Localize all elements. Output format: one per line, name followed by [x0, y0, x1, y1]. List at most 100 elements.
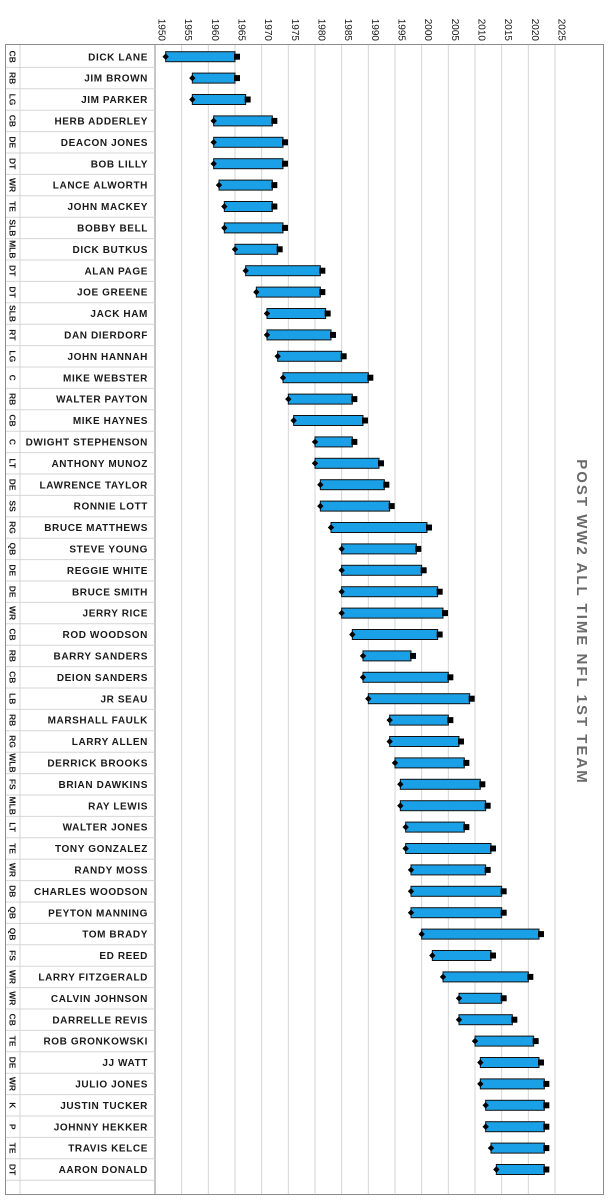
grid-layer: [154, 45, 556, 1194]
player-name-label: JUSTIN TUCKER: [60, 1101, 148, 1112]
player-name-label: LARRY FITZGERALD: [38, 973, 148, 984]
career-end-marker: [420, 567, 427, 574]
career-start-marker: [477, 1059, 484, 1066]
position-label: LT: [8, 458, 18, 469]
career-bar: [399, 778, 481, 790]
career-end-marker: [538, 931, 544, 938]
career-bar: [479, 1078, 545, 1090]
career-start-marker: [290, 417, 297, 424]
career-bar: [234, 243, 279, 255]
position-label: DE: [8, 479, 18, 491]
career-end-marker: [271, 117, 278, 124]
career-end-marker: [458, 738, 464, 745]
career-bar: [490, 1142, 545, 1154]
career-bar: [277, 350, 343, 362]
career-end-marker: [490, 952, 496, 959]
career-start-marker: [311, 460, 319, 467]
career-end-marker: [543, 1080, 550, 1087]
career-bar: [351, 629, 439, 640]
position-label: QB: [8, 928, 18, 941]
career-start-marker: [402, 845, 409, 852]
career-bar: [485, 1121, 545, 1133]
x-tick-label: 2025: [556, 19, 567, 42]
player-name-label: AARON DONALD: [59, 1165, 148, 1176]
career-start-marker: [386, 716, 393, 724]
career-bar: [485, 1099, 545, 1111]
career-end-marker: [447, 674, 454, 681]
career-start-marker: [365, 695, 372, 702]
position-label: LB: [8, 693, 18, 704]
x-tick-label: 2020: [529, 19, 540, 42]
rows-layer: CB DICK LANE RB JIM BROWN LG JIM PARKER CB HERB…: [6, 45, 156, 1194]
career-bar: [421, 928, 540, 940]
position-label: CB: [8, 671, 18, 683]
position-label: C: [8, 375, 18, 381]
career-bar: [410, 907, 503, 919]
position-label: LT: [8, 822, 18, 833]
player-name-label: ANTHONY MUNOZ: [51, 459, 148, 470]
career-start-marker: [397, 802, 404, 809]
x-axis-ticks: 1950 1955 1960 1965 1970 1975 1980 1985 1990 1995…: [156, 19, 567, 42]
career-start-marker: [391, 759, 399, 767]
player-name-label: DICK BUTKUS: [73, 245, 149, 256]
career-start-marker: [215, 181, 223, 189]
player-name-label: CALVIN JOHNSON: [51, 994, 148, 1005]
career-bar: [330, 522, 428, 533]
position-label: WR: [8, 1077, 18, 1091]
career-start-marker: [279, 374, 287, 381]
chart-title: POST WW2 ALL TIME NFL 1ST TEAM: [573, 459, 590, 785]
career-end-marker: [271, 203, 278, 210]
position-label: DE: [8, 1057, 18, 1069]
position-label: TE: [8, 201, 18, 212]
career-start-marker: [338, 545, 345, 553]
career-bar: [389, 714, 449, 726]
position-label: DT: [8, 158, 18, 170]
player-name-label: PEYTON MANNING: [48, 908, 148, 919]
x-tick-label: 2010: [476, 19, 487, 42]
career-bar: [223, 222, 284, 234]
player-name-label: JR SEAU: [100, 694, 148, 705]
position-label: MLB: [8, 240, 18, 258]
position-label: CB: [8, 115, 18, 127]
x-tick-label: 1960: [209, 19, 220, 42]
player-name-label: JOHN HANNAH: [68, 352, 149, 363]
player-name-label: DARRELLE REVIS: [52, 1015, 148, 1026]
position-label: P: [8, 1124, 18, 1130]
position-label: DE: [8, 586, 18, 598]
career-bar: [341, 586, 439, 598]
career-end-marker: [500, 888, 507, 895]
career-end-marker: [282, 160, 288, 167]
career-end-marker: [468, 695, 475, 702]
player-name-label: RONNIE LOTT: [74, 502, 148, 513]
career-bar: [266, 329, 332, 341]
x-tick-label: 1985: [342, 19, 353, 42]
career-start-marker: [455, 1016, 463, 1023]
career-start-marker: [274, 353, 281, 360]
career-start-marker: [189, 96, 196, 103]
player-name-label: RANDY MOSS: [74, 866, 148, 877]
player-name-label: TONY GONZALEZ: [55, 844, 148, 855]
x-tick-label: 1955: [182, 19, 193, 42]
position-label: WR: [8, 991, 18, 1005]
player-name-label: WALTER JONES: [63, 823, 148, 834]
career-start-marker: [311, 438, 319, 446]
position-label: CB: [8, 51, 18, 63]
career-end-marker: [436, 588, 443, 595]
position-label: C: [8, 439, 18, 445]
player-name-label: CHARLES WOODSON: [34, 887, 148, 898]
career-start-marker: [263, 331, 271, 339]
career-end-marker: [330, 331, 336, 338]
player-name-label: ROD WOODSON: [63, 630, 149, 641]
position-label: WR: [8, 178, 18, 192]
career-end-marker: [543, 1102, 550, 1109]
career-bar: [362, 671, 449, 683]
position-label: CB: [8, 628, 18, 640]
career-bar: [245, 265, 321, 277]
position-label: DE: [8, 136, 18, 148]
position-label: QB: [8, 543, 18, 556]
career-start-marker: [407, 866, 415, 874]
position-label: RG: [8, 521, 18, 534]
player-name-label: MIKE HAYNES: [73, 416, 148, 427]
career-start-marker: [397, 781, 404, 788]
